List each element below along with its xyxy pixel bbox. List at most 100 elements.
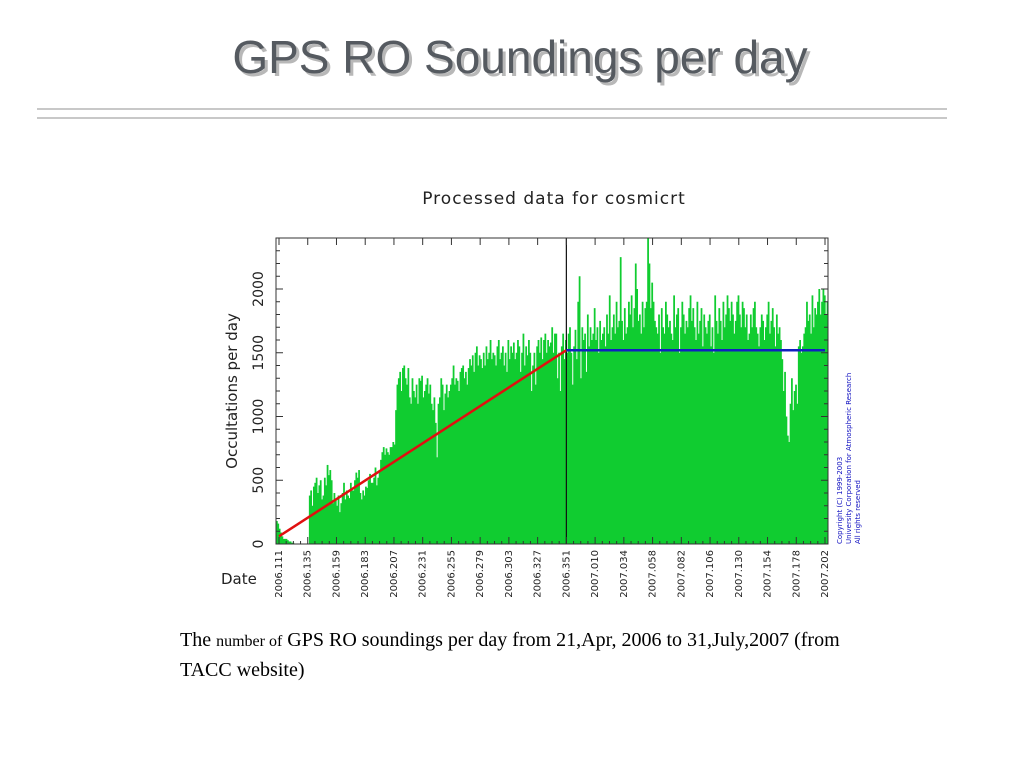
bar <box>478 355 481 544</box>
bar <box>530 391 533 544</box>
bar <box>674 327 677 544</box>
bar <box>667 327 670 544</box>
bar <box>693 327 696 544</box>
bar <box>655 327 658 544</box>
bar <box>428 393 430 544</box>
bar <box>781 359 784 545</box>
bar <box>654 320 656 545</box>
bar <box>777 333 780 545</box>
bar <box>370 482 373 544</box>
bar <box>445 384 448 545</box>
bar <box>410 403 412 544</box>
bar <box>611 327 614 544</box>
bar <box>677 308 680 545</box>
bar <box>471 355 474 544</box>
bar <box>577 301 580 544</box>
bar <box>636 289 639 544</box>
bar <box>418 378 421 544</box>
bar <box>593 308 596 545</box>
bar <box>644 308 647 545</box>
x-tick-label: 2007.106 <box>705 550 716 598</box>
x-tick-label: 2007.154 <box>763 550 774 598</box>
bar <box>563 359 566 545</box>
bar <box>748 333 751 545</box>
bar <box>723 327 726 544</box>
bar <box>434 422 437 545</box>
red-trend-line <box>278 349 568 538</box>
bar <box>374 467 377 544</box>
bar <box>638 314 641 544</box>
bar <box>332 503 334 544</box>
bar <box>522 333 525 545</box>
bar <box>430 403 433 544</box>
bar <box>756 333 759 545</box>
bar <box>648 263 651 544</box>
bar <box>360 499 363 545</box>
bar <box>462 365 465 544</box>
bar <box>695 340 697 544</box>
bar <box>823 295 826 545</box>
bar <box>518 346 521 545</box>
bar <box>311 505 314 544</box>
bar <box>537 340 540 544</box>
bar <box>452 365 455 544</box>
bar <box>752 308 755 545</box>
x-tick-label: 2006.255 <box>446 550 457 598</box>
bar <box>795 384 797 545</box>
bar <box>692 308 695 545</box>
bar <box>529 352 532 544</box>
bar <box>525 346 528 545</box>
bar <box>365 486 367 545</box>
bar <box>381 452 384 544</box>
bar <box>463 378 466 544</box>
bar <box>310 490 313 544</box>
bar <box>603 327 606 544</box>
bar <box>329 470 332 544</box>
bar <box>395 410 397 545</box>
bar <box>744 327 747 544</box>
bar <box>656 333 659 545</box>
bar <box>628 301 630 544</box>
bar <box>347 495 349 544</box>
bar <box>318 485 321 544</box>
bar <box>729 320 732 545</box>
bar <box>604 346 607 545</box>
y-tick-label: 1500 <box>251 335 267 371</box>
bar <box>378 470 381 544</box>
bar <box>755 327 758 544</box>
bar <box>737 295 740 545</box>
bar <box>738 314 741 544</box>
bar <box>600 340 603 544</box>
bar <box>433 397 436 545</box>
bar <box>367 480 370 544</box>
bar <box>288 541 291 544</box>
bar <box>448 391 451 544</box>
bar <box>669 320 671 545</box>
bar <box>804 327 807 544</box>
bar <box>701 346 704 545</box>
bar <box>589 327 592 544</box>
bar <box>354 480 356 544</box>
bar <box>585 371 588 545</box>
bar <box>422 397 425 545</box>
bar <box>640 333 643 545</box>
bar <box>649 308 652 545</box>
bar <box>359 493 362 544</box>
bar <box>774 346 777 545</box>
bar <box>680 327 682 544</box>
figure-caption: The number of GPS RO soundings per day f… <box>180 626 840 685</box>
bar <box>291 542 293 544</box>
bar <box>532 365 534 544</box>
y-axis-label: Occultations per day <box>223 313 241 469</box>
bar <box>719 320 722 545</box>
bar <box>437 403 440 544</box>
bar <box>549 342 552 544</box>
bar <box>618 320 621 545</box>
bar <box>559 391 562 544</box>
bar <box>451 378 454 544</box>
bar <box>584 333 586 545</box>
bar <box>284 538 286 544</box>
bar <box>466 384 469 545</box>
bar <box>818 289 821 544</box>
bar <box>348 498 351 544</box>
